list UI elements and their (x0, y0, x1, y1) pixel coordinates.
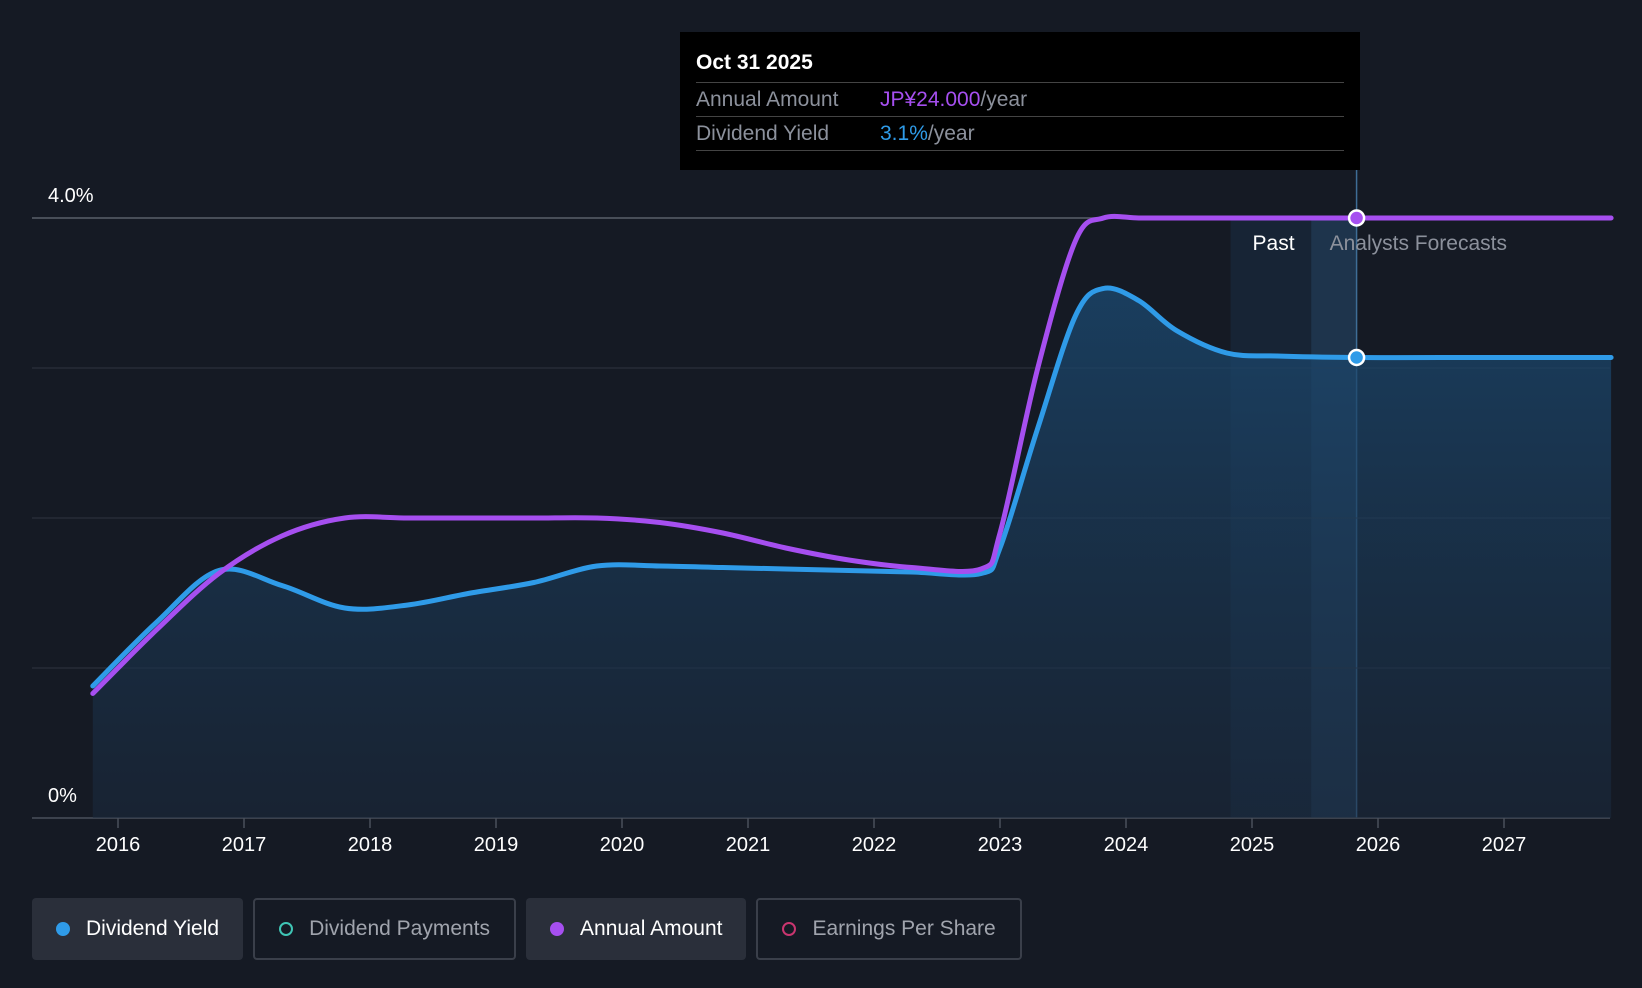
y-tick-label: 4.0% (48, 185, 94, 207)
tooltip-label: Dividend Yield (696, 122, 830, 145)
x-tick-label: 2023 (978, 834, 1023, 856)
x-tick-label: 2021 (726, 834, 771, 856)
x-tick-label: 2027 (1482, 834, 1527, 856)
legend: Dividend Yield Dividend Payments Annual … (32, 898, 1022, 960)
x-tick-label: 2026 (1356, 834, 1401, 856)
dividend-yield-area (92, 288, 1612, 818)
legend-label: Earnings Per Share (812, 917, 996, 940)
tooltip-value: JP¥24.000 (880, 88, 981, 111)
tooltip-label: Annual Amount (696, 88, 839, 111)
tooltip: Oct 31 2025 Annual Amount JP¥24.000/year… (680, 32, 1360, 170)
tooltip-unit: /year (927, 122, 975, 145)
legend-label: Dividend Payments (309, 917, 491, 940)
annual-amount-line (90, 213, 1614, 696)
past-label: Past (1253, 232, 1295, 255)
annual-amount-marker (1347, 209, 1366, 227)
x-tick-label: 2024 (1104, 834, 1149, 856)
legend-dot-icon (550, 922, 565, 936)
x-tick-label: 2025 (1230, 834, 1275, 856)
tooltip-row-dividend-yield: Dividend Yield 3.1%/year (696, 117, 1344, 151)
legend-item-dividend-yield[interactable]: Dividend Yield (32, 898, 244, 960)
legend-item-earnings-per-share[interactable]: Earnings Per Share (756, 898, 1022, 960)
x-tick-label: 2016 (96, 834, 141, 856)
legend-ring-icon (279, 922, 294, 936)
x-tick-label: 2018 (348, 834, 393, 856)
legend-ring-icon (782, 922, 797, 936)
tooltip-value-wrap: 3.1%/year (880, 117, 975, 150)
tooltip-value-wrap: JP¥24.000/year (880, 83, 1027, 116)
legend-dot-icon (56, 922, 70, 936)
legend-item-dividend-payments[interactable]: Dividend Payments (253, 898, 517, 960)
x-tick-label: 2019 (474, 834, 519, 856)
legend-label: Dividend Yield (86, 917, 220, 940)
tooltip-unit: /year (980, 88, 1028, 111)
x-tick-label: 2017 (222, 834, 267, 856)
dividend-yield-line (90, 285, 1614, 689)
legend-item-annual-amount[interactable]: Annual Amount (526, 898, 747, 960)
legend-label: Annual Amount (580, 917, 723, 940)
x-tick-label: 2022 (852, 834, 897, 856)
x-tick-label: 2020 (600, 834, 645, 856)
dividend-yield-marker (1347, 348, 1366, 367)
tooltip-date: Oct 31 2025 (696, 46, 1344, 83)
forecast-label: Analysts Forecasts (1330, 232, 1507, 255)
tooltip-value: 3.1% (880, 122, 928, 145)
tooltip-row-annual-amount: Annual Amount JP¥24.000/year (696, 83, 1344, 117)
y-tick-label: 0% (48, 785, 77, 807)
